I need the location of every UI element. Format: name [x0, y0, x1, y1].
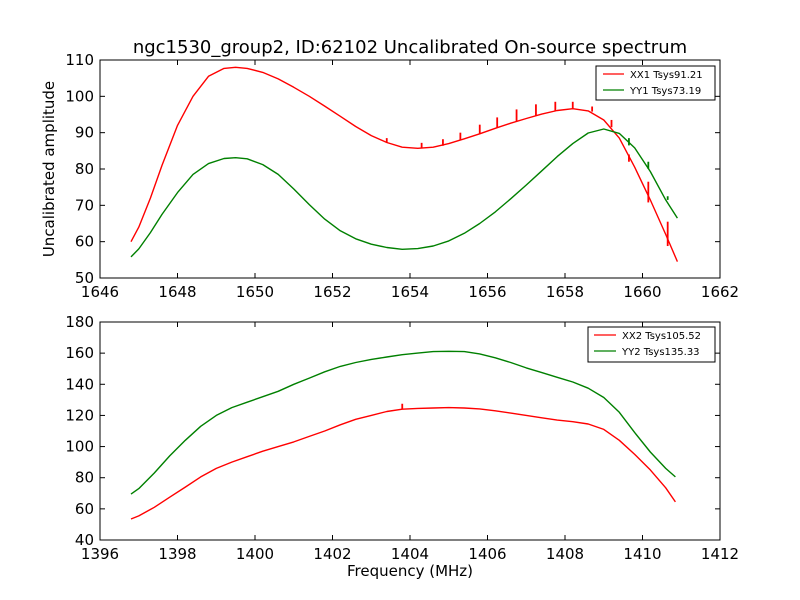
- top-x-tick-label: 1648: [158, 283, 196, 301]
- top-axes-frame: [99, 59, 721, 279]
- bottom-y-tick-label: 160: [65, 344, 94, 362]
- bottom-legend-box: [587, 326, 716, 363]
- bottom-y-tick-label: 100: [65, 438, 94, 456]
- bottom-legend: XX2 Tsys105.52 YY2 Tsys135.33: [587, 326, 716, 363]
- bottom-ticks-layer: 1396 1398 1400 1402 1404 1406 1408 1410 1412 40 60…: [65, 313, 739, 563]
- bottom-x-tick-label: 1402: [313, 545, 351, 563]
- bottom-y-tick-label: 40: [75, 531, 94, 549]
- top-series-layer: [130, 66, 679, 262]
- bottom-x-tick-label: 1398: [158, 545, 196, 563]
- series-line-yy2: [130, 350, 676, 495]
- bottom-y-tick-label: 60: [75, 500, 94, 518]
- legend-label-yy2: YY2 Tsys135.33: [621, 347, 700, 358]
- bottom-x-tick-label: 1408: [546, 545, 584, 563]
- top-x-tick-label: 1658: [546, 283, 584, 301]
- top-x-tick-label: 1656: [468, 283, 506, 301]
- top-y-tick-label: 80: [75, 160, 94, 178]
- bottom-axes-frame: [99, 321, 721, 541]
- bottom-x-tick-label: 1400: [236, 545, 274, 563]
- top-x-tick-label: 1654: [391, 283, 429, 301]
- top-y-axis-label: Uncalibrated amplitude: [40, 81, 58, 257]
- bottom-x-tick-label: 1406: [468, 545, 506, 563]
- top-x-tick-label: 1662: [701, 283, 739, 301]
- bottom-y-tick-label: 120: [65, 406, 94, 424]
- top-y-tick-label: 100: [65, 87, 94, 105]
- top-y-tick-label: 60: [75, 233, 94, 251]
- series-line-xx1: [130, 66, 679, 262]
- top-ticks-layer: 1646 1648 1650 1652 1654 1656 1658 1660 1662 50 60…: [65, 51, 739, 301]
- top-x-tick-label: 1652: [313, 283, 351, 301]
- top-x-tick-label: 1650: [236, 283, 274, 301]
- top-y-tick-label: 50: [75, 269, 94, 287]
- top-x-tick-label: 1660: [623, 283, 661, 301]
- chart-title: ngc1530_group2, ID:62102 Uncalibrated On…: [133, 37, 687, 58]
- bottom-x-tick-label: 1412: [701, 545, 739, 563]
- bottom-x-tick-label: 1404: [391, 545, 429, 563]
- bottom-x-tick-label: 1410: [623, 545, 661, 563]
- legend-label-yy1: YY1 Tsys73.19: [629, 86, 701, 97]
- bottom-series-layer: [130, 350, 676, 520]
- legend-label-xx1: XX1 Tsys91.21: [630, 70, 703, 81]
- bottom-panel: 1396 1398 1400 1402 1404 1406 1408 1410 1412 40 60…: [65, 313, 739, 580]
- top-legend-box: [595, 65, 716, 101]
- bottom-y-tick-label: 180: [65, 313, 94, 331]
- top-y-tick-label: 110: [65, 51, 94, 69]
- top-x-tick-label: 1646: [81, 283, 119, 301]
- bottom-x-axis-label: Frequency (MHz): [347, 562, 473, 580]
- bottom-y-tick-label: 140: [65, 375, 94, 393]
- top-y-tick-label: 70: [75, 196, 94, 214]
- bottom-x-tick-label: 1396: [81, 545, 119, 563]
- series-line-yy1: [130, 128, 678, 258]
- legend-label-xx2: XX2 Tsys105.52: [622, 331, 701, 342]
- top-panel: 1646 1648 1650 1652 1654 1656 1658 1660 1662 50 60…: [40, 51, 739, 301]
- top-legend: XX1 Tsys91.21 YY1 Tsys73.19: [595, 65, 716, 101]
- bottom-y-tick-label: 80: [75, 469, 94, 487]
- top-y-tick-label: 90: [75, 124, 94, 142]
